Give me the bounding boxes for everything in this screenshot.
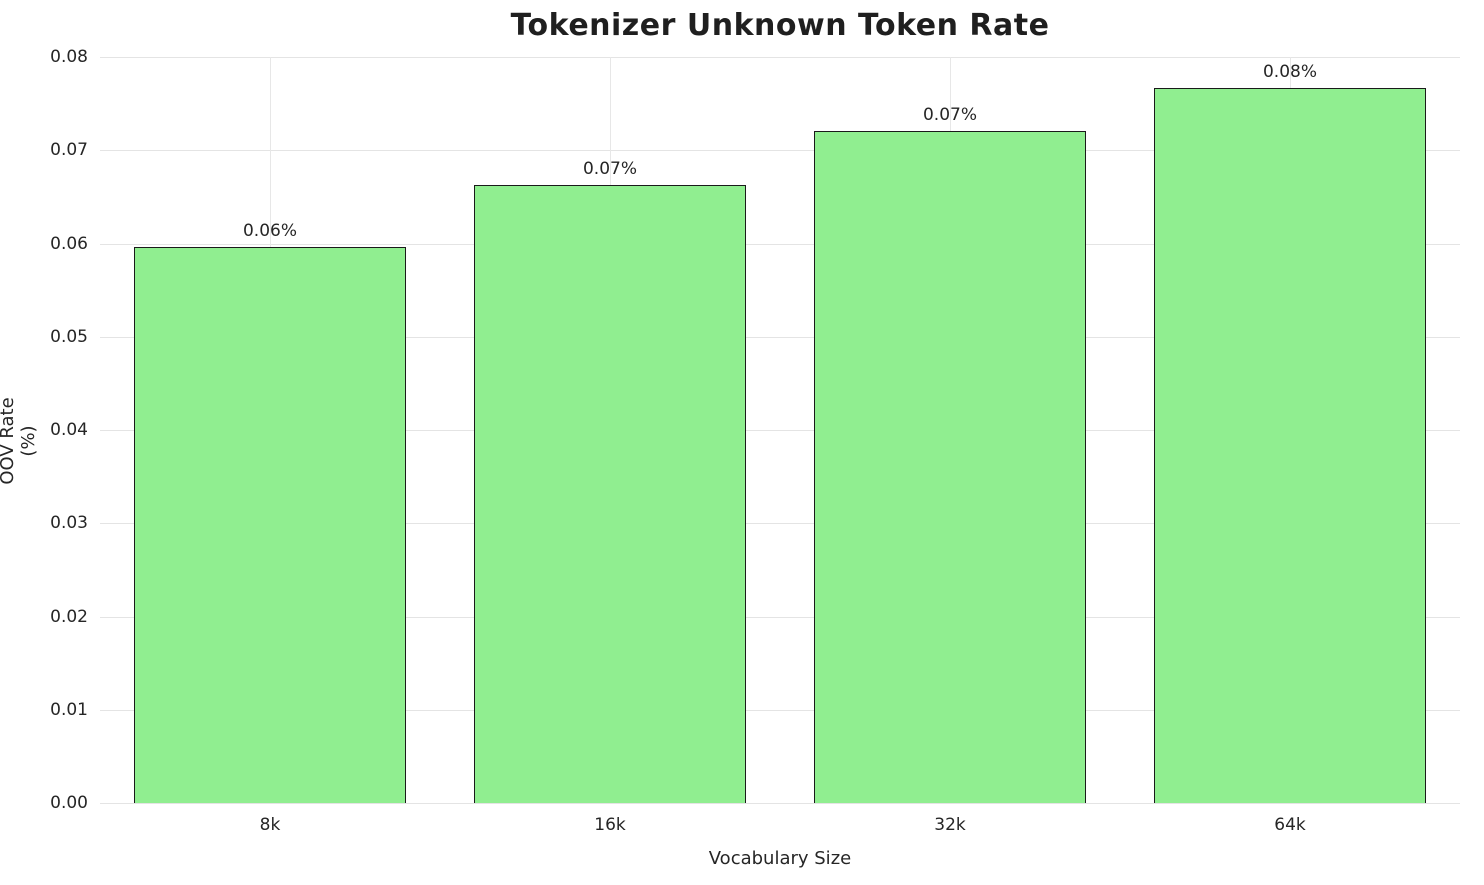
- gridline-horizontal: [100, 150, 1460, 152]
- y-tick-label: 0.01: [50, 699, 88, 720]
- y-tick-label: 0.06: [50, 233, 88, 254]
- y-tick-label: 0.08: [50, 47, 88, 67]
- gridline-horizontal: [100, 336, 1460, 338]
- y-tick-label: 0.05: [50, 326, 88, 347]
- x-tick-label-32k: 32k: [934, 815, 966, 835]
- chart-title: Tokenizer Unknown Token Rate: [510, 8, 1050, 43]
- gridline-horizontal: [100, 616, 1460, 618]
- y-tick-label: 0.03: [50, 513, 88, 534]
- x-tick-label-16k: 16k: [594, 815, 626, 835]
- bar-8k: [134, 247, 406, 803]
- x-tick-label-8k: 8k: [259, 815, 281, 835]
- gridline-horizontal: [100, 430, 1460, 431]
- bar-value-label: 0.07%: [922, 104, 978, 125]
- bar-16k: [474, 184, 746, 803]
- y-axis-label: OOV Rate (%): [0, 397, 39, 485]
- y-tick-label: 0.02: [50, 606, 88, 627]
- x-axis-label: Vocabulary Size: [708, 848, 852, 869]
- x-tick-label-64k: 64k: [1274, 815, 1306, 835]
- y-tick-label: 0.04: [50, 420, 88, 440]
- y-tick-label: 0.00: [50, 793, 88, 813]
- gridline-horizontal: [100, 57, 1460, 58]
- bar-value-label: 0.06%: [242, 221, 298, 242]
- bar-value-label: 0.07%: [582, 158, 638, 179]
- plot-area: [100, 57, 1460, 804]
- gridline-horizontal: [100, 709, 1460, 711]
- bar-64k: [1154, 87, 1426, 803]
- bar-32k: [814, 130, 1086, 803]
- y-tick-label: 0.07: [50, 140, 88, 161]
- gridline-horizontal: [100, 803, 1460, 804]
- gridline-horizontal: [100, 523, 1460, 525]
- gridline-horizontal: [100, 243, 1460, 245]
- bar-value-label: 0.08%: [1262, 61, 1318, 82]
